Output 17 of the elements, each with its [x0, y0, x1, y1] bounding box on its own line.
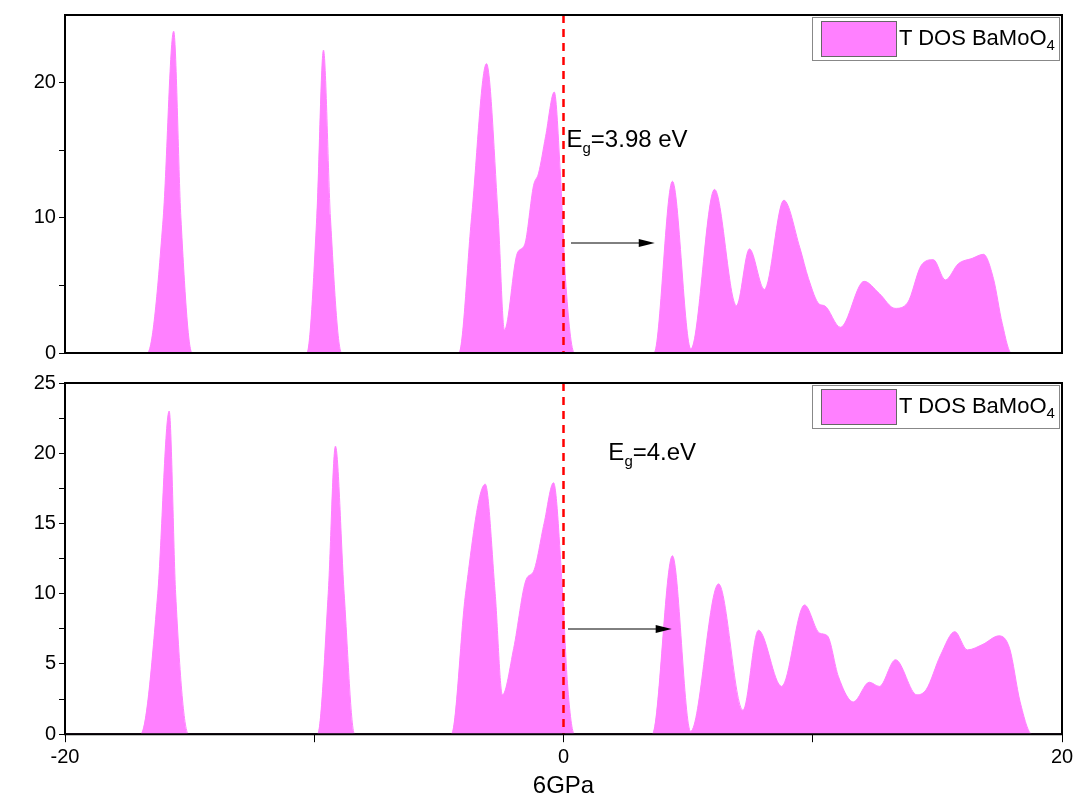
- y-tick-label: 0: [44, 340, 56, 363]
- y-tick-label: 10: [33, 205, 56, 228]
- x-tick-label: 20: [1050, 744, 1074, 767]
- y-tick-label: 5: [44, 651, 56, 674]
- y-tick-label: 15: [33, 511, 56, 533]
- legend-label: T DOS BaMoO$_{4}$: [899, 24, 1055, 54]
- annotation: E$_{g}$=4.eV: [608, 437, 697, 469]
- y-tick-label: 10: [33, 581, 56, 604]
- y-tick-label: 20: [33, 70, 56, 93]
- x-tick-label: 0: [557, 744, 570, 767]
- y-tick-label: 25: [33, 370, 56, 393]
- annotation: E$_{g}$=3.98 eV: [566, 124, 688, 156]
- y-tick-label: 20: [33, 440, 56, 463]
- x-axis-title: 6GPa: [532, 771, 595, 799]
- y-tick-label: 0: [44, 721, 56, 744]
- legend-label: T DOS BaMoO$_{4}$: [899, 392, 1055, 422]
- x-tick-label: -20: [50, 744, 80, 767]
